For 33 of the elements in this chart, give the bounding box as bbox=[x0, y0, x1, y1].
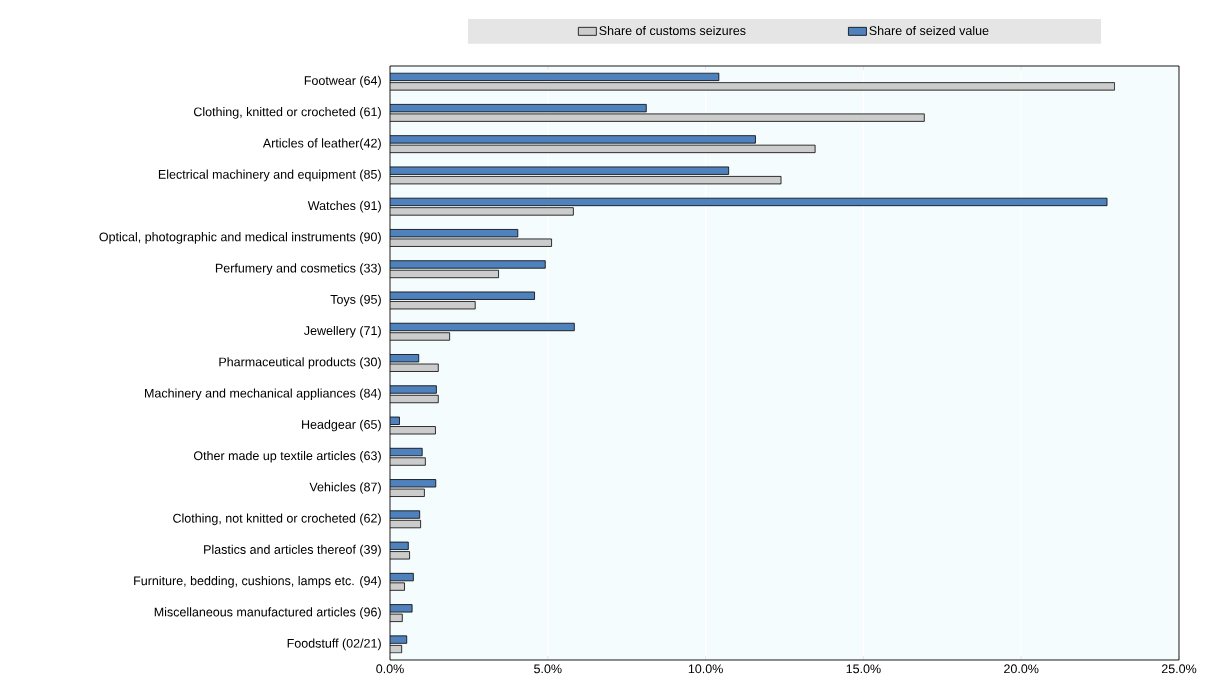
y-tick-label: Machinery and mechanical appliances (84) bbox=[145, 388, 381, 401]
bar bbox=[390, 457, 426, 466]
legend-label: Share of seized value bbox=[869, 25, 989, 36]
y-tick-label: Vehicles (87) bbox=[309, 482, 381, 494]
y-tick-label: Jewellery (71) bbox=[304, 325, 381, 338]
x-tick-label: 0.0% bbox=[376, 664, 404, 674]
bar bbox=[390, 207, 574, 216]
y-tick-label: Furniture, bedding, cushions, lamps etc. (94) bbox=[134, 576, 381, 588]
legend-label: Share of customs seizures bbox=[599, 25, 746, 36]
x-tick-label: 10.0% bbox=[688, 664, 723, 674]
y-tick-label: Footwear (64) bbox=[304, 75, 381, 88]
y-tick-label: Watches (91) bbox=[307, 200, 381, 213]
y-tick-label: Other made up textile articles (63) bbox=[193, 450, 381, 463]
x-tick-label: 15.0% bbox=[846, 664, 881, 674]
y-tick-label: Articles of leather(42) bbox=[262, 138, 381, 150]
y-tick-label: Miscellaneous manufactured articles (96) bbox=[154, 607, 381, 619]
x-tick-label: 5.0% bbox=[534, 664, 562, 674]
y-tick-label: Toys (95) bbox=[330, 294, 381, 307]
x-tick-label: 25.0% bbox=[1161, 664, 1197, 674]
y-tick-label: Plastics and articles thereof (39) bbox=[204, 544, 381, 557]
y-tick-label: Clothing, not knitted or crocheted (62) bbox=[173, 513, 381, 526]
y-tick-label: Headgear (65) bbox=[302, 419, 381, 432]
bar bbox=[390, 260, 546, 269]
bar bbox=[390, 135, 756, 144]
bar bbox=[390, 385, 437, 394]
y-tick-label: Pharmaceutical products (30) bbox=[219, 357, 381, 369]
y-tick-label: Perfumery and cosmetics (33) bbox=[215, 263, 381, 276]
y-tick-label: Clothing, knitted or crocheted (61) bbox=[193, 107, 381, 119]
bar bbox=[390, 332, 451, 341]
y-tick-label: Foodstuff (02/21) bbox=[287, 638, 381, 651]
y-tick-label: Optical, photographic and medical instruments (90) bbox=[99, 232, 381, 244]
x-tick-label: 20.0% bbox=[1004, 664, 1039, 674]
y-tick-label: Electrical machinery and equipment (85) bbox=[158, 169, 381, 182]
